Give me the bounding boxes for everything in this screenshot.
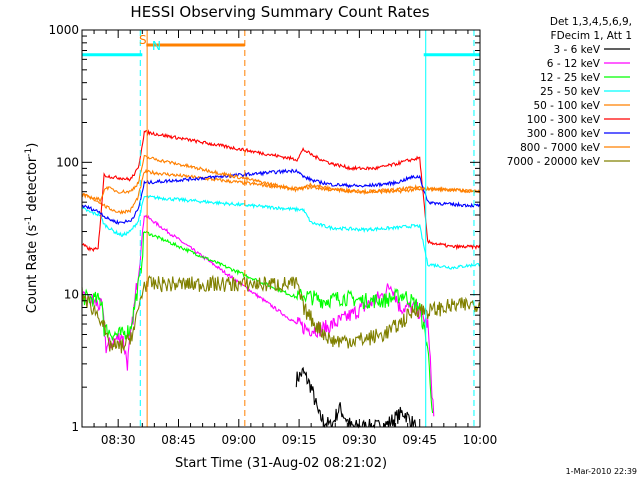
legend-label: 7000 - 20000 keV — [507, 156, 601, 168]
series-line — [81, 194, 481, 270]
x-tick-label: 10:00 — [463, 433, 498, 447]
legend-label: 50 - 100 keV — [533, 100, 600, 112]
legend-entry-7000-20000-kev: 7000 - 20000 keV — [507, 156, 630, 168]
series-800-7000-kev — [81, 154, 481, 203]
legend-entry-100-300-kev: 100 - 300 keV — [527, 114, 630, 126]
legend-label: 800 - 7000 keV — [520, 142, 601, 154]
series-line — [295, 366, 417, 429]
plot-area — [81, 129, 481, 429]
y-axis-label: Count Rate (s-1 detector-1) — [24, 143, 40, 314]
series-300-800-kev — [82, 168, 481, 226]
y-tick-label: 100 — [56, 155, 79, 169]
legend-entry-300-800-kev: 300 - 800 keV — [527, 128, 630, 140]
legend-label: 25 - 50 keV — [540, 86, 601, 98]
series-7000-20000-kev — [81, 274, 481, 354]
legend-entry-50-100-kev: 50 - 100 keV — [533, 100, 630, 112]
timestamp: 1-Mar-2010 22:39 — [566, 467, 637, 476]
legend-label: 12 - 25 keV — [540, 72, 601, 84]
legend-header-2: FDecim 1, Att 1 — [551, 30, 632, 42]
y-axis: 1 10 100 1000 — [48, 23, 480, 434]
legend-label: 300 - 800 keV — [527, 128, 601, 140]
legend-label: 100 - 300 keV — [527, 114, 601, 126]
x-tick-label: 09:30 — [342, 433, 377, 447]
legend-entry-800-7000-kev: 800 - 7000 keV — [520, 142, 630, 154]
series-line — [81, 274, 481, 354]
legend-label: 3 - 6 keV — [553, 44, 600, 56]
series-25-50-kev — [81, 194, 481, 270]
flag-label-s: S — [139, 33, 147, 47]
y-tick-label: 1 — [71, 420, 79, 434]
x-axis-label: Start Time (31-Aug-02 08:21:02) — [175, 456, 387, 471]
x-tick-label: 09:00 — [221, 433, 256, 447]
series-3-6-kev — [295, 366, 417, 429]
legend-entry-6-12-kev: 6 - 12 keV — [547, 58, 630, 70]
legend-entry-25-50-kev: 25 - 50 keV — [540, 86, 630, 98]
legend: Det 1,3,4,5,6,9, FDecim 1, Att 1 3 - 6 k… — [507, 16, 632, 168]
x-tick-label: 09:45 — [402, 433, 437, 447]
x-tick-label: 08:30 — [101, 433, 136, 447]
legend-entry-12-25-kev: 12 - 25 keV — [540, 72, 630, 84]
y-tick-label: 1000 — [48, 23, 79, 37]
x-tick-label: 09:15 — [282, 433, 317, 447]
legend-header-1: Det 1,3,4,5,6,9, — [550, 16, 632, 28]
series-line — [81, 154, 481, 203]
plot-frame — [81, 29, 481, 428]
event-lines — [139, 30, 475, 427]
flag-bars — [82, 43, 480, 57]
legend-label: 6 - 12 keV — [547, 58, 601, 70]
x-tick-label: 08:45 — [161, 433, 196, 447]
chart-title: HESSI Observing Summary Count Rates — [130, 3, 429, 21]
flag-label-n: N — [152, 39, 161, 53]
series-line — [82, 168, 481, 226]
x-axis: 08:30 08:45 09:00 09:15 09:30 09:45 10:00 — [93, 30, 498, 447]
y-tick-label: 10 — [64, 288, 79, 302]
legend-entry-3-6-kev: 3 - 6 keV — [553, 44, 630, 56]
